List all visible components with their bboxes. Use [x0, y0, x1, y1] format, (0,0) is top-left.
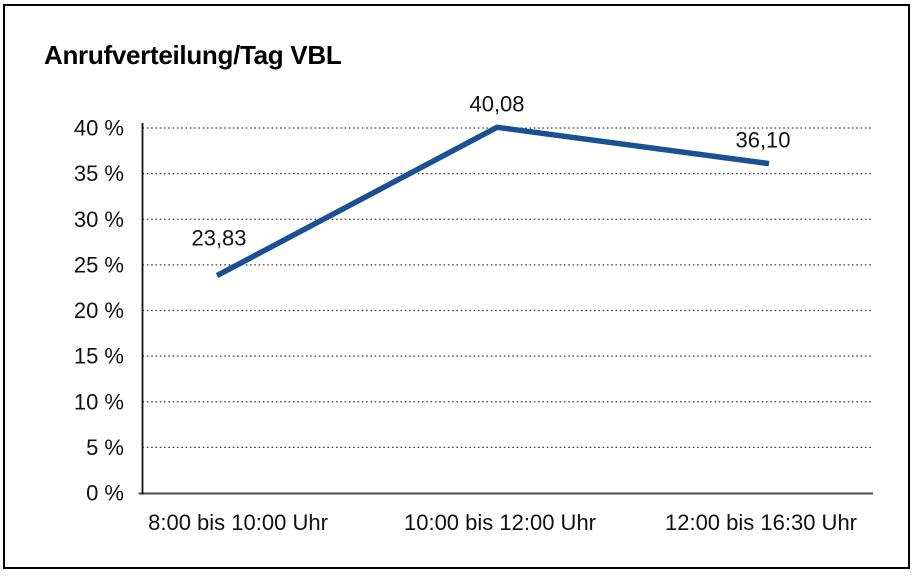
chart-frame: Anrufverteilung/Tag VBL [3, 4, 910, 569]
y-tick-label: 20 % [74, 298, 124, 323]
y-tick-label: 40 % [74, 116, 124, 141]
y-tick-label: 30 % [74, 207, 124, 232]
x-axis-label: 10:00 bis 12:00 Uhr [404, 510, 596, 535]
y-tick-label: 0 % [86, 481, 124, 506]
x-axis-label: 8:00 bis 10:00 Uhr [148, 510, 328, 535]
y-tick-label: 5 % [86, 435, 124, 460]
data-label: 40,08 [469, 91, 524, 116]
y-tick-label: 35 % [74, 161, 124, 186]
chart-title: Anrufverteilung/Tag VBL [44, 40, 342, 70]
y-tick-label: 10 % [74, 389, 124, 414]
x-axis-label: 12:00 bis 16:30 Uhr [665, 510, 857, 535]
data-line-series [215, 124, 770, 279]
y-tick-label: 25 % [74, 252, 124, 277]
y-tick-label: 15 % [74, 344, 124, 369]
data-label: 36,10 [735, 128, 790, 153]
data-label: 23,83 [191, 226, 246, 251]
